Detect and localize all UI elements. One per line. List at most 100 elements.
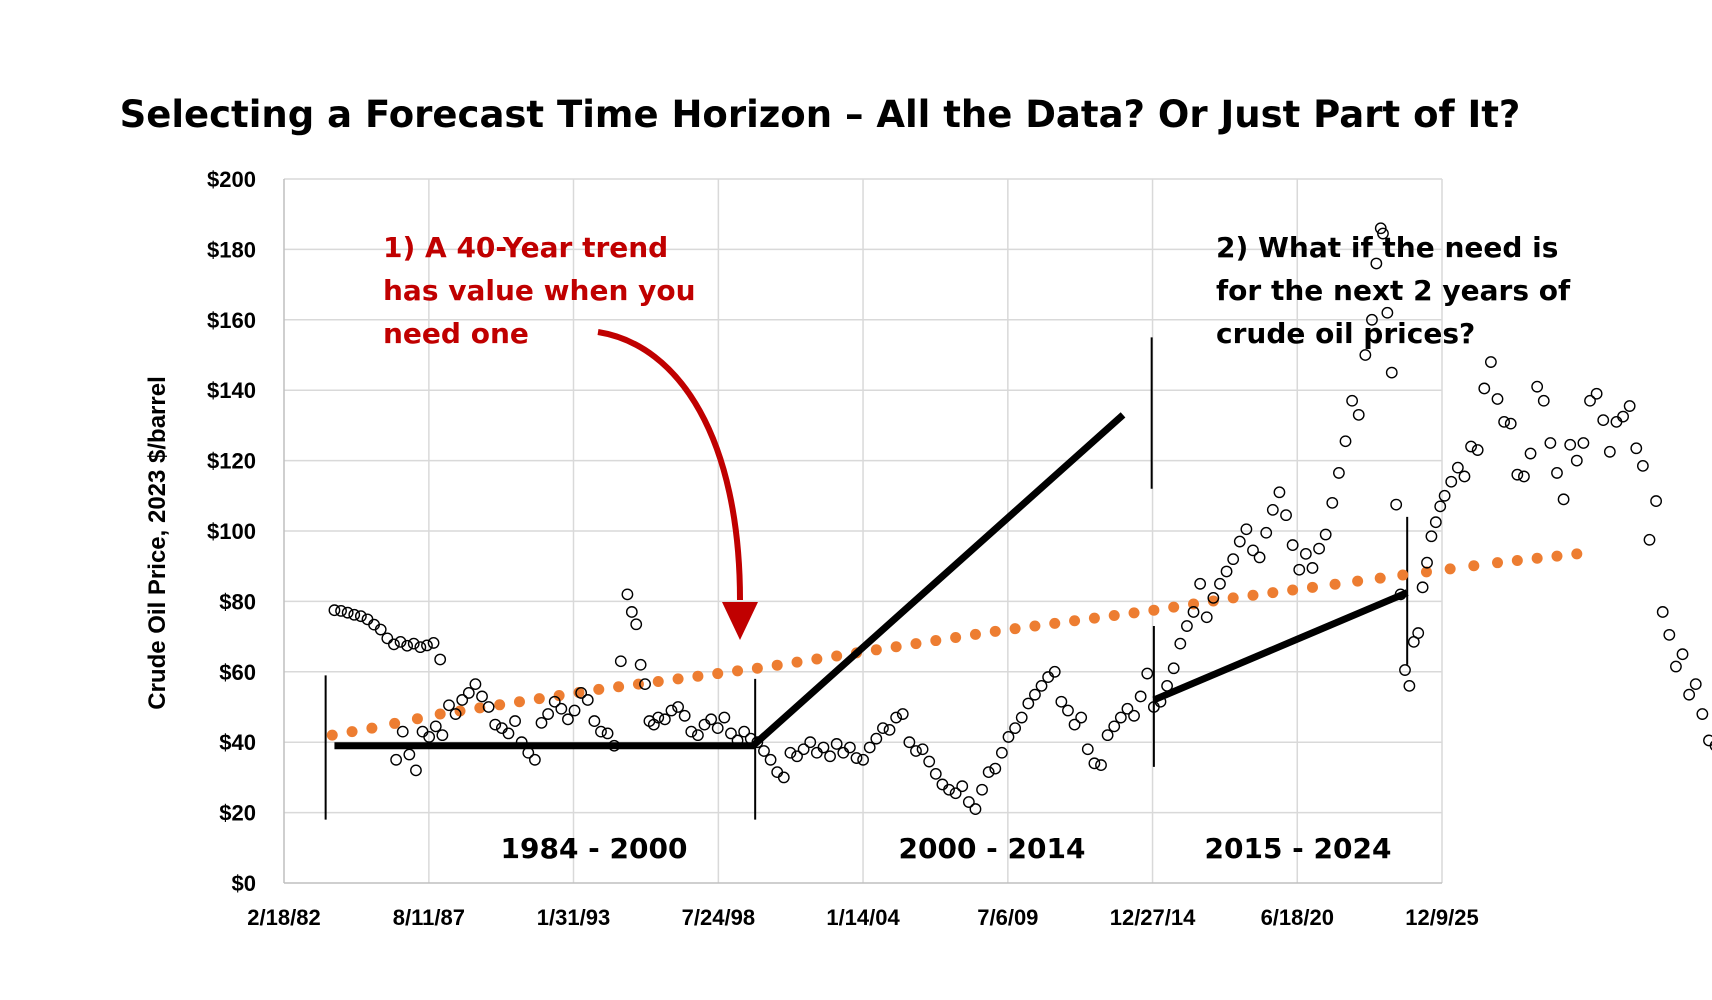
price-point xyxy=(601,727,614,740)
price-point xyxy=(639,678,651,691)
price-point xyxy=(489,718,502,731)
trend-dot xyxy=(732,665,744,677)
price-point xyxy=(1280,509,1292,522)
price-point xyxy=(1108,720,1121,733)
price-point xyxy=(396,725,409,738)
trend-dot xyxy=(692,670,704,682)
price-point xyxy=(630,618,643,631)
axes xyxy=(283,179,1442,884)
price-point xyxy=(1504,417,1517,430)
price-point xyxy=(381,632,394,645)
price-point xyxy=(575,687,588,699)
price-point xyxy=(548,695,561,708)
price-point xyxy=(1062,704,1074,717)
price-point xyxy=(410,764,422,777)
price-point xyxy=(1022,697,1035,710)
price-point xyxy=(903,736,916,749)
y-tick-label: $80 xyxy=(219,589,256,614)
trend-dot xyxy=(1551,550,1563,562)
y-tick-label: $160 xyxy=(207,308,256,333)
price-point xyxy=(923,755,936,768)
price-point xyxy=(1603,445,1616,458)
trend-segment xyxy=(1152,589,1409,704)
price-point xyxy=(725,727,737,740)
price-point xyxy=(1623,400,1636,412)
price-point xyxy=(976,783,988,796)
price-point xyxy=(1352,408,1365,421)
price-point xyxy=(1491,393,1504,405)
trend-dot xyxy=(1492,557,1504,569)
price-point xyxy=(443,699,455,712)
trend-dot xyxy=(346,726,358,738)
price-point xyxy=(1458,470,1471,483)
price-point xyxy=(764,753,777,766)
trend-dot xyxy=(811,653,823,665)
trend-dot xyxy=(1247,589,1259,601)
price-point xyxy=(1319,528,1332,541)
price-point xyxy=(1181,620,1193,632)
price-point xyxy=(1306,562,1319,574)
trend-dot xyxy=(1128,607,1140,619)
price-point xyxy=(1656,606,1669,618)
price-point xyxy=(634,658,647,671)
price-point xyxy=(595,725,607,738)
price-point xyxy=(1081,743,1094,756)
price-point xyxy=(658,713,671,726)
price-point xyxy=(1121,702,1134,715)
price-point xyxy=(1403,679,1416,692)
trend-dot xyxy=(513,696,525,708)
price-point xyxy=(1377,227,1389,240)
trend-dot xyxy=(1287,584,1299,596)
price-point xyxy=(1141,667,1154,680)
price-point xyxy=(1174,637,1187,650)
price-point xyxy=(1214,577,1226,590)
x-tick-label: 7/6/09 xyxy=(977,905,1038,930)
price-point xyxy=(1273,486,1286,499)
price-point xyxy=(436,729,449,742)
trend-dot xyxy=(1049,617,1061,629)
trend-dot xyxy=(652,675,664,687)
trend-dot xyxy=(366,722,378,734)
price-point xyxy=(1374,222,1387,235)
price-point xyxy=(482,701,495,713)
trend-dot xyxy=(1306,581,1318,593)
period-label-2015-2024: 2015 - 2024 xyxy=(1205,832,1392,865)
y-tick-label: $120 xyxy=(207,449,256,474)
price-point xyxy=(1465,440,1477,453)
price-point xyxy=(758,745,770,757)
price-point xyxy=(1518,470,1530,483)
x-tick-label: 12/27/14 xyxy=(1110,905,1196,930)
price-point xyxy=(414,641,427,654)
trend-dot xyxy=(474,702,486,714)
price-point xyxy=(896,708,909,720)
price-point xyxy=(621,588,634,601)
x-tick-label: 12/9/25 xyxy=(1405,905,1478,930)
price-point xyxy=(1524,447,1537,460)
price-point xyxy=(672,701,684,713)
price-point xyxy=(394,635,407,648)
trend-dot xyxy=(1267,587,1279,599)
price-point xyxy=(1498,415,1511,428)
price-point xyxy=(1478,382,1491,395)
trend-dot xyxy=(593,683,605,695)
trend-dot xyxy=(1108,609,1120,621)
price-point xyxy=(1134,690,1147,703)
price-point xyxy=(698,718,711,731)
price-point xyxy=(588,715,601,727)
price-point xyxy=(1233,535,1246,548)
price-point xyxy=(1207,591,1220,604)
price-point xyxy=(1577,437,1590,449)
trend-dot xyxy=(1397,569,1409,581)
price-point xyxy=(1630,442,1643,455)
price-point xyxy=(1650,495,1663,507)
x-tick-label: 6/18/20 xyxy=(1261,905,1334,930)
price-point xyxy=(989,762,1002,775)
price-point xyxy=(456,694,469,706)
long-term-trend xyxy=(326,548,1583,741)
annotation-line: for the next 2 years of xyxy=(1216,274,1571,307)
price-point xyxy=(837,746,850,759)
price-point xyxy=(817,741,830,754)
price-point xyxy=(354,610,367,623)
annotation-line: 2) What if the need is xyxy=(1216,231,1558,264)
price-point xyxy=(1412,627,1425,639)
